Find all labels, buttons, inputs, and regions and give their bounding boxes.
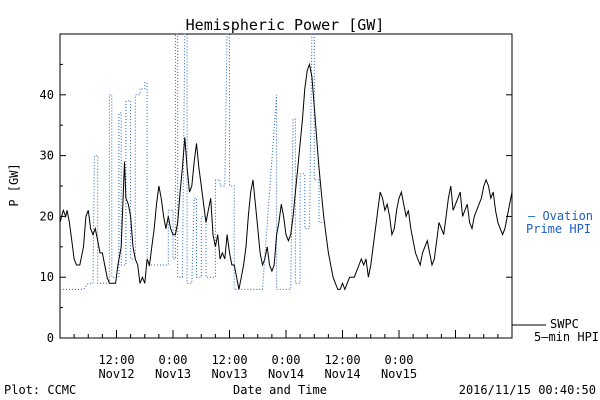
x-tick-date-label: Nov14 — [268, 367, 304, 381]
x-axis-ticks: 12:00Nov120:00Nov1312:00Nov130:00Nov1412… — [73, 330, 499, 381]
y-tick-label: 0 — [47, 331, 54, 345]
x-axis-label: Date and Time — [233, 383, 327, 397]
plot-frame — [59, 33, 513, 339]
x-tick-date-label: Nov13 — [155, 367, 191, 381]
x-tick-time-label: 12:00 — [98, 353, 134, 367]
series-swpc-line — [59, 62, 513, 291]
x-tick-time-label: 0:00 — [159, 353, 188, 367]
x-tick-date-label: Nov15 — [381, 367, 417, 381]
x-tick-date-label: Nov12 — [98, 367, 134, 381]
chart-title: Hemispheric Power [GW] — [186, 16, 385, 34]
legend-swpc-line1: SWPC — [550, 317, 579, 331]
legend: – Ovation Prime HPI SWPC 5–min HPI — [512, 209, 599, 344]
x-tick-time-label: 12:00 — [211, 353, 247, 367]
y-tick-label: 20 — [40, 209, 54, 223]
footer-plot-source: Plot: CCMC — [4, 383, 76, 397]
y-tick-label: 30 — [40, 149, 54, 163]
legend-swpc-line2: 5–min HPI — [534, 330, 599, 344]
y-tick-label: 10 — [40, 270, 54, 284]
x-tick-date-label: Nov14 — [324, 367, 360, 381]
legend-ovation-line2: Prime HPI — [526, 222, 591, 236]
x-tick-date-label: Nov13 — [211, 367, 247, 381]
series-layer — [59, 33, 513, 291]
x-tick-time-label: 12:00 — [324, 353, 360, 367]
y-axis-label: P [GW] — [7, 163, 21, 206]
y-tick-label: 40 — [40, 88, 54, 102]
legend-ovation-line1: – Ovation — [528, 209, 593, 223]
x-tick-time-label: 0:00 — [385, 353, 414, 367]
y-axis-ticks: 0 10 20 30 40 — [40, 63, 512, 345]
x-tick-time-label: 0:00 — [272, 353, 301, 367]
footer-timestamp: 2016/11/15 00:40:50 — [459, 383, 596, 397]
